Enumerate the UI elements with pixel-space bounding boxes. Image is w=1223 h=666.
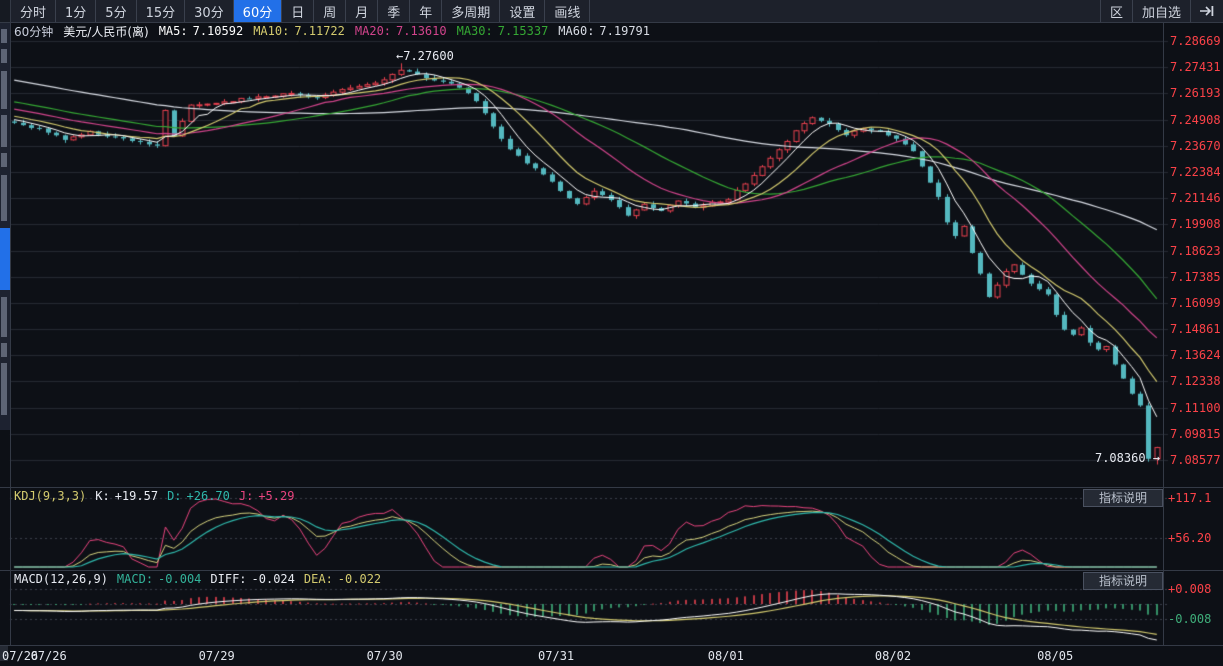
toolbar-tab-1分[interactable]: 1分: [56, 0, 97, 22]
price-axis-label: 7.27431: [1170, 60, 1221, 75]
period-label: 60分钟: [14, 24, 54, 39]
ma-values: MA5: 7.10592 MA10: 7.11722 MA20: 7.13610 MA30:…: [159, 24, 650, 38]
price-axis-label: 7.21146: [1170, 191, 1221, 206]
price-axis-label: 7.09815: [1170, 426, 1221, 441]
macd-header: MACD(12,26,9) MACD: -0.004 DIFF: -0.024 DEA:…: [14, 572, 382, 586]
left-tab[interactable]: [1, 175, 7, 221]
toolbar-right-group: 区加自选: [1099, 0, 1190, 22]
left-tab[interactable]: [1, 153, 7, 167]
indicator-axis-label: -0.008: [1168, 612, 1212, 626]
indicator-axis-label: +0.008: [1168, 582, 1212, 596]
price-axis-label: 7.24908: [1170, 112, 1221, 127]
price-axis-label: 7.11100: [1170, 400, 1221, 415]
ma-ma10: MA10: 7.11722: [253, 24, 345, 38]
left-tab-strip[interactable]: [0, 23, 10, 430]
left-tab[interactable]: [1, 343, 7, 357]
time-axis-label: 07/30: [366, 649, 403, 663]
toolbar-tab-多周期[interactable]: 多周期: [442, 0, 501, 22]
indicator-axis-label: +56.20: [1168, 531, 1212, 545]
left-tab[interactable]: [1, 115, 7, 147]
macd-diff: DIFF: -0.024: [210, 572, 295, 586]
price-axis-label: 7.26193: [1170, 86, 1221, 101]
price-axis-label: 7.13624: [1170, 348, 1221, 363]
high-price-annotation: ←7.27600: [396, 49, 454, 63]
left-tab[interactable]: [1, 49, 7, 63]
indicator-axis-label: +117.1: [1168, 491, 1212, 505]
time-axis-label: 07/26: [2, 649, 39, 663]
toolbar-tab-设置[interactable]: 设置: [500, 0, 546, 22]
left-tab[interactable]: [1, 71, 7, 109]
toolbar-tab-60分[interactable]: 60分: [233, 0, 283, 22]
kdj-title: KDJ(9,3,3): [14, 489, 87, 503]
time-axis-label: 07/26: [30, 649, 67, 663]
toolbar-tab-日[interactable]: 日: [282, 0, 315, 22]
toolbar-button-区[interactable]: 区: [1099, 0, 1132, 22]
toolbar-tab-月[interactable]: 月: [346, 0, 379, 22]
price-axis-label: 7.12338: [1170, 374, 1221, 389]
price-axis-label: 7.19908: [1170, 217, 1221, 232]
toolbar-tab-5分[interactable]: 5分: [96, 0, 137, 22]
price-axis-border: [1163, 23, 1164, 645]
chart-header: 60分钟 美元/人民币(离) MA5: 7.10592 MA10: 7.11722 MA…: [14, 24, 650, 39]
ma-ma60: MA60: 7.19791: [558, 24, 650, 38]
toolbar-button-加自选[interactable]: 加自选: [1131, 0, 1190, 22]
left-tab[interactable]: [1, 363, 7, 415]
time-axis-label: 08/01: [707, 649, 744, 663]
kdj-k: K: +19.57: [95, 489, 159, 503]
toolbar-tab-周[interactable]: 周: [314, 0, 347, 22]
macd-panel-separator: [0, 570, 1223, 571]
left-tab[interactable]: [1, 29, 7, 43]
macd-macd: MACD: -0.004: [116, 572, 202, 586]
period-tabs: 分时 1分 5分 15分 30分 60分日周月季年多周期 设置 画线: [11, 0, 591, 22]
price-axis-label: 7.28669: [1170, 34, 1221, 48]
time-axis-separator: [0, 645, 1223, 646]
price-axis-label: 7.18623: [1170, 243, 1221, 258]
kdj-indicator-help-button[interactable]: 指标说明: [1083, 489, 1163, 507]
toolbar-tab-15分[interactable]: 15分: [137, 0, 186, 22]
price-axis-label: 7.16099: [1170, 295, 1221, 310]
price-axis-label: 7.17385: [1170, 269, 1221, 284]
kdj-values: K: +19.57 D: +26.70 J: +5.29: [95, 489, 295, 503]
chart-left-border: [10, 23, 11, 645]
toolbar-spacer: [590, 0, 1100, 22]
symbol-label: 美元/人民币(离): [63, 24, 149, 39]
toolbar-tab-年[interactable]: 年: [410, 0, 443, 22]
kdj-panel-separator: [0, 487, 1223, 488]
left-tab[interactable]: [1, 297, 7, 337]
kdj-j: J: +5.29: [238, 489, 295, 503]
toolbar-tab-季[interactable]: 季: [378, 0, 411, 22]
time-axis-label: 07/29: [198, 649, 235, 663]
price-axis-label: 7.14861: [1170, 322, 1221, 337]
kdj-header: KDJ(9,3,3) K: +19.57 D: +26.70 J: +5.29: [14, 489, 295, 503]
collapse-right-icon[interactable]: [1190, 0, 1223, 22]
low-price-annotation: 7.08360 →: [1094, 451, 1160, 465]
time-axis-label: 07/31: [538, 649, 575, 663]
ma-ma30: MA30: 7.15337: [456, 24, 549, 38]
macd-title: MACD(12,26,9): [14, 572, 108, 586]
left-tab-active[interactable]: [0, 228, 10, 290]
kdj-d: D: +26.70: [167, 489, 230, 503]
time-axis-label: 08/02: [874, 649, 912, 663]
time-axis-label: 08/05: [1037, 649, 1074, 663]
price-axis-label: 7.22384: [1170, 164, 1221, 179]
price-axis-label: 7.23670: [1170, 138, 1221, 153]
top-toolbar: 分时 1分 5分 15分 30分 60分日周月季年多周期 设置 画线 区加自选: [0, 0, 1223, 23]
macd-dea: DEA: -0.022: [303, 572, 382, 586]
ma-ma20: MA20: 7.13610: [354, 24, 447, 38]
toolbar-left-stub: [0, 0, 11, 22]
toolbar-tab-画线[interactable]: 画线: [545, 0, 591, 22]
toolbar-tab-分时[interactable]: 分时: [11, 0, 57, 22]
toolbar-tab-30分[interactable]: 30分: [185, 0, 234, 22]
macd-indicator-help-button[interactable]: 指标说明: [1083, 572, 1163, 590]
macd-values: MACD: -0.004 DIFF: -0.024 DEA: -0.022: [116, 572, 382, 586]
price-axis-label: 7.08577: [1170, 453, 1221, 467]
ma-ma5: MA5: 7.10592: [158, 24, 244, 38]
left-bottom-stub: [0, 646, 8, 661]
